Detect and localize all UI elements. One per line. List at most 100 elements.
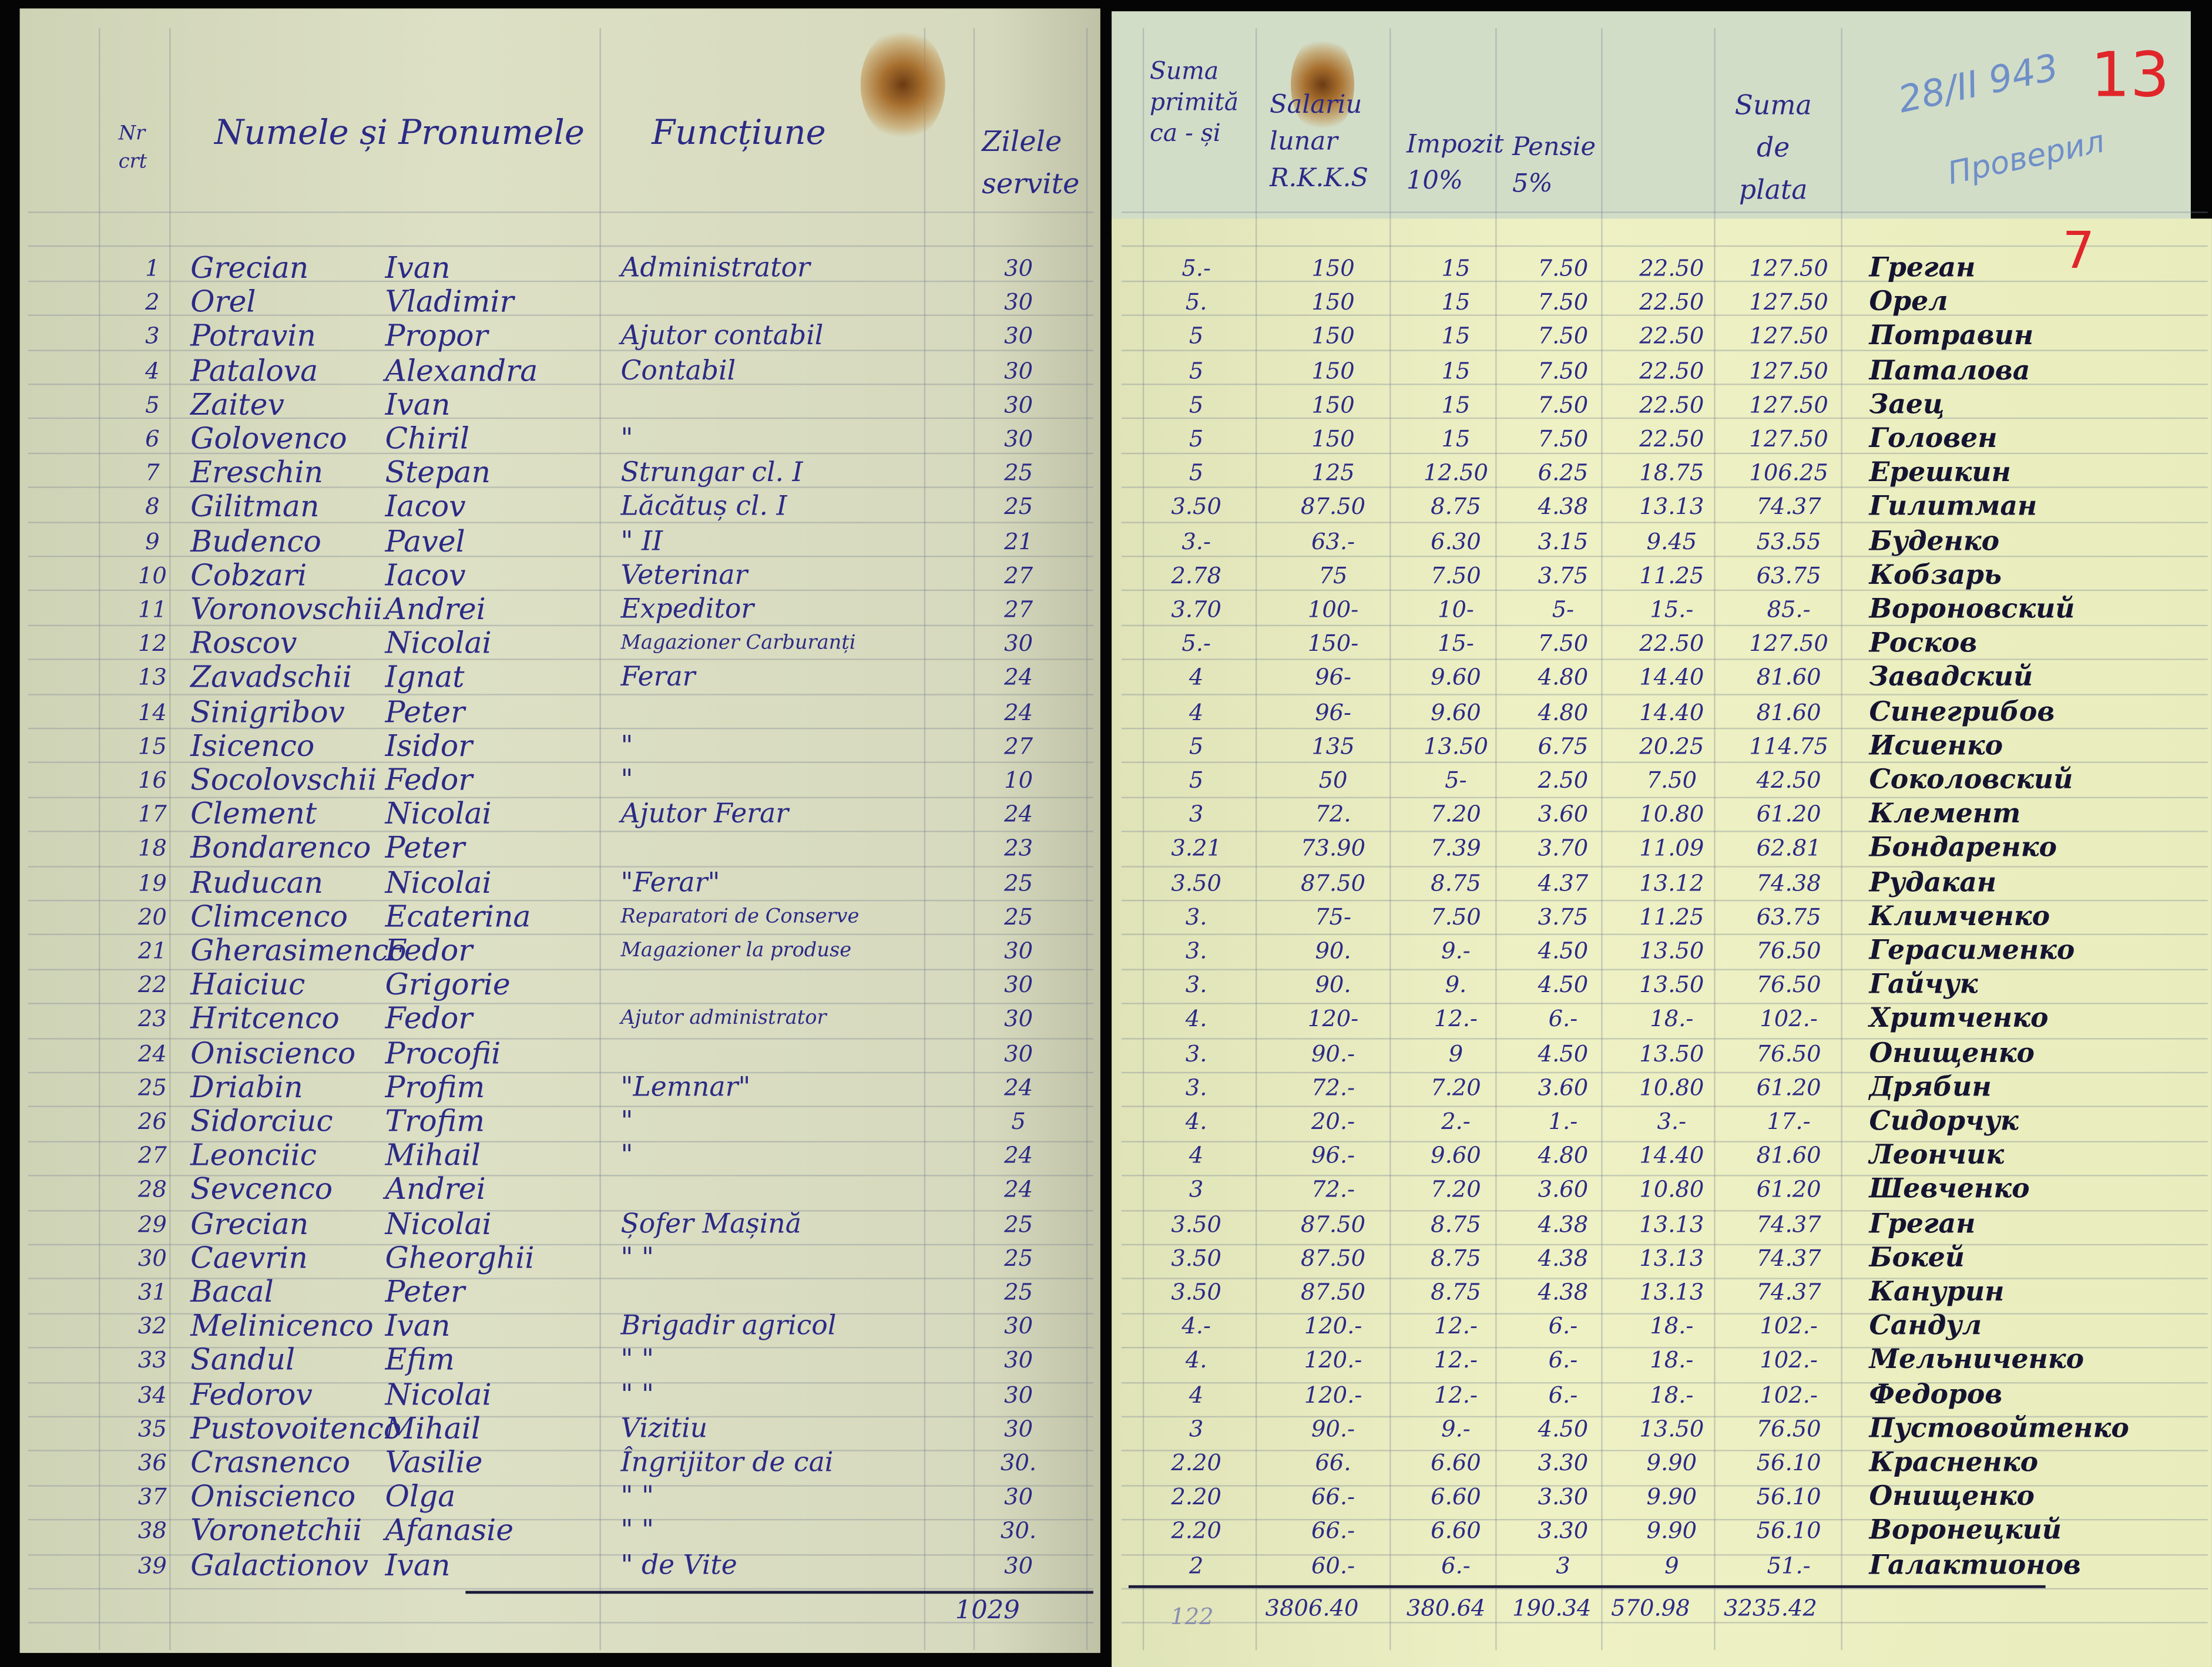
ruled-line <box>28 452 1093 454</box>
tax: 9 <box>1448 1039 1464 1067</box>
advance: 5 <box>1189 357 1204 384</box>
header-nr: Nr crt <box>118 122 147 174</box>
salary: 125 <box>1311 459 1355 486</box>
ruled-line <box>1121 314 2208 317</box>
first-name: Fedor <box>385 762 473 797</box>
days-served: 30 <box>1004 391 1033 418</box>
ruled-line <box>1121 796 2208 798</box>
pension: 7.50 <box>1538 254 1589 282</box>
surname: Voronetchii <box>190 1514 362 1548</box>
days-served: 25 <box>1004 903 1033 930</box>
deductions: 22.50 <box>1639 630 1704 657</box>
ruled-line <box>28 349 1093 351</box>
tax: 12.- <box>1434 1312 1478 1340</box>
days-served: 30 <box>1004 322 1033 350</box>
header-salary: Salariu lunar R.K.K.S <box>1269 90 1368 193</box>
surname: Oniscienco <box>190 1036 356 1070</box>
function: " II <box>620 525 663 557</box>
tax: 9.60 <box>1431 1142 1481 1169</box>
pension: 7.50 <box>1538 391 1589 418</box>
deductions: 11.25 <box>1639 562 1704 589</box>
signature: Заец <box>1869 389 1945 421</box>
row-number: 33 <box>137 1346 167 1374</box>
signature: Росков <box>1869 627 1978 659</box>
first-name: Propor <box>385 319 488 354</box>
row-number: 35 <box>137 1415 167 1442</box>
tax: 15 <box>1441 357 1471 384</box>
red-mark: 7 <box>2062 223 2095 281</box>
ruled-line <box>28 1037 1093 1039</box>
header-pension: Pensie 5% <box>1512 132 1596 199</box>
days-served: 27 <box>1004 596 1033 623</box>
function: " <box>620 423 633 455</box>
salary: 90.- <box>1311 1039 1355 1067</box>
first-name: Ignat <box>385 660 465 695</box>
ruled-line <box>1121 1278 2208 1280</box>
amount-to-pay: 74.37 <box>1756 1210 1821 1237</box>
column-rule <box>169 28 171 1651</box>
days-served: 30 <box>1004 357 1033 384</box>
salary: 135 <box>1311 732 1355 759</box>
pension: 4.80 <box>1538 664 1589 691</box>
pension: 7.50 <box>1538 425 1589 452</box>
amount-to-pay: 74.37 <box>1756 1244 1821 1272</box>
tax: 15 <box>1441 288 1471 316</box>
ruled-line <box>28 1588 1093 1590</box>
ruled-line <box>1121 1347 2208 1349</box>
ruled-line <box>1121 624 2208 626</box>
days-served: 25 <box>1004 1278 1033 1306</box>
ruled-line <box>28 624 1093 626</box>
amount-to-pay: 81.60 <box>1756 664 1821 691</box>
deductions: 22.50 <box>1639 288 1704 316</box>
pension: 3.30 <box>1538 1517 1589 1544</box>
tax: 12.50 <box>1423 459 1488 486</box>
ruled-line <box>28 762 1093 764</box>
first-name: Mihail <box>385 1411 481 1446</box>
advance: 3 <box>1189 1415 1204 1442</box>
amount-to-pay: 81.60 <box>1756 698 1821 725</box>
ruled-line <box>28 521 1093 523</box>
signature: Синегрибов <box>1869 696 2055 727</box>
pension: 4.38 <box>1538 1278 1589 1306</box>
deductions: 9 <box>1664 1551 1679 1579</box>
advance: 3.50 <box>1171 1244 1221 1272</box>
function: Reparatori de Conserve <box>620 905 860 928</box>
first-name: Nicolai <box>385 626 492 661</box>
deductions: 18.- <box>1650 1346 1694 1374</box>
ruled-line <box>28 1347 1093 1349</box>
function: "Lemnar" <box>620 1071 751 1103</box>
surname: Haiciuc <box>190 967 306 1002</box>
row-number: 31 <box>137 1278 167 1306</box>
tax: 5- <box>1445 766 1467 794</box>
days-served: 30 <box>1004 254 1033 282</box>
function: " <box>620 764 633 796</box>
ruled-line <box>28 1071 1093 1074</box>
row-number: 21 <box>137 937 167 964</box>
first-name: Vladimir <box>385 285 514 320</box>
deductions: 11.25 <box>1639 903 1704 930</box>
column-rule <box>1714 28 1716 1651</box>
first-name: Nicolai <box>385 1206 492 1241</box>
ruled-line <box>1121 590 2208 591</box>
advance: 4 <box>1189 698 1204 725</box>
pension: 3.30 <box>1538 1483 1589 1510</box>
ruled-line <box>1121 1484 2208 1487</box>
pension: 4.38 <box>1538 1210 1589 1237</box>
salary: 60.- <box>1311 1551 1355 1579</box>
tax: 8.75 <box>1431 1244 1481 1272</box>
header-advance: Suma primită ca - și <box>1149 58 1239 149</box>
surname: Potravin <box>190 319 316 354</box>
days-served: 25 <box>1004 1210 1033 1237</box>
row-number: 20 <box>137 903 167 930</box>
ruled-line <box>1121 486 2208 489</box>
deductions: 9.90 <box>1646 1483 1697 1510</box>
tax: 7.20 <box>1431 1176 1481 1203</box>
signature: Греган <box>1869 1208 1976 1239</box>
signature: Потравин <box>1869 320 2034 352</box>
function: Brigadir agricol <box>620 1310 837 1342</box>
ruled-line <box>1121 658 2208 661</box>
deductions: 11.09 <box>1639 835 1704 862</box>
amount-to-pay: 76.50 <box>1756 1415 1821 1442</box>
first-name: Iacov <box>385 558 466 592</box>
ruled-line <box>1121 1141 2208 1142</box>
